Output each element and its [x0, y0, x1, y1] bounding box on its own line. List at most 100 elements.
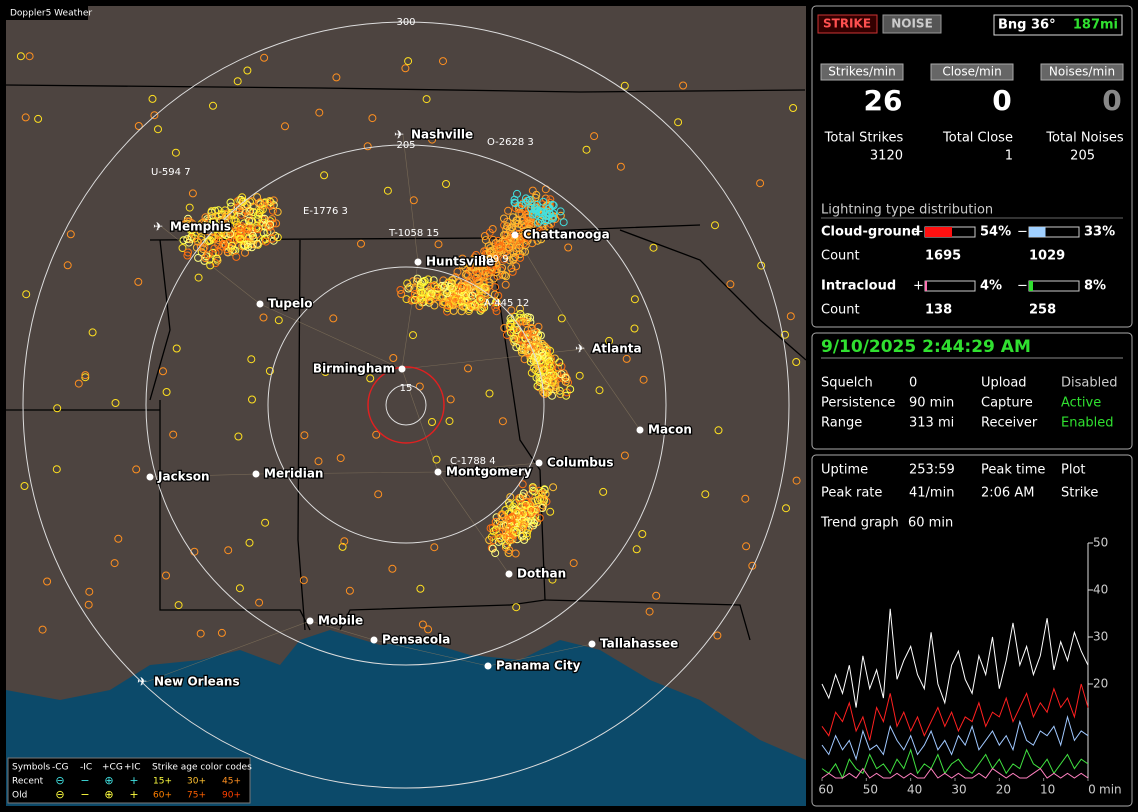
strike-symbol	[582, 145, 591, 154]
y-tick-label: 50	[1093, 536, 1108, 550]
strike-symbol	[507, 264, 516, 273]
x-tick-label: 50	[863, 783, 878, 797]
strike-symbol	[214, 211, 223, 220]
strike-symbol	[53, 404, 62, 413]
strike-symbol	[258, 214, 267, 223]
strike-symbol	[524, 227, 533, 235]
strike-symbol	[159, 367, 167, 376]
strike-symbol	[493, 520, 502, 529]
range-label: 300	[396, 17, 415, 28]
strike-symbol	[205, 255, 214, 264]
datetime: 9/10/2025 2:44:29 AM	[821, 337, 1031, 357]
strike-symbol	[499, 527, 507, 536]
strike-symbol	[245, 216, 253, 225]
strike-symbol	[494, 537, 503, 546]
city-dot	[484, 662, 492, 670]
trend-label: Trend graph	[820, 516, 899, 531]
strike-symbol	[506, 493, 515, 502]
x-tick-label: 30	[951, 783, 966, 797]
strike-symbol	[209, 217, 218, 226]
legend-symbol: ⊖	[55, 774, 64, 787]
strike-symbol	[556, 207, 565, 216]
strike-symbol	[489, 527, 498, 536]
strike-symbol	[516, 253, 525, 262]
strike-symbol	[544, 204, 553, 213]
strike-symbol	[199, 245, 208, 254]
strike-symbol	[239, 241, 248, 250]
strike-symbol	[477, 262, 486, 271]
airport-icon: ✈	[575, 342, 585, 356]
strike-button-label[interactable]: STRIKE	[823, 17, 871, 31]
strike-symbol	[523, 313, 532, 322]
strike-symbol	[162, 571, 170, 580]
trend-line	[821, 767, 1089, 779]
legend-age: 15+	[153, 777, 172, 787]
bar-track	[1028, 280, 1080, 292]
strike-symbol	[88, 328, 97, 337]
count-value: 1695	[925, 249, 961, 264]
strike-symbol	[34, 114, 43, 123]
strike-symbol	[495, 243, 504, 252]
strike-symbol	[517, 209, 526, 218]
strike-symbol	[491, 525, 500, 534]
setting-value: 313 mi	[909, 416, 954, 431]
total-label: Total Noises	[1045, 131, 1124, 146]
strike-symbol	[561, 373, 570, 382]
city-label: Mobile	[318, 614, 363, 628]
legend-type: +IC	[124, 763, 140, 773]
strike-symbol	[528, 186, 537, 195]
strike-symbol	[536, 331, 545, 340]
storm-label: 309 9	[480, 254, 509, 265]
type-label: Cloud-ground	[821, 225, 920, 240]
legend-age: 30+	[187, 777, 206, 787]
strike-symbol	[453, 284, 462, 293]
strike-symbol	[299, 576, 308, 585]
city-label: Dothan	[517, 567, 566, 581]
strike-symbol	[404, 57, 413, 66]
strike-symbol	[532, 200, 541, 209]
strike-symbol	[488, 225, 497, 233]
title-box	[6, 6, 88, 20]
strike-symbol	[184, 248, 192, 257]
legend-symbol: ⊕	[104, 774, 113, 787]
city-dot	[535, 459, 543, 467]
city-dot	[505, 570, 513, 578]
trend-line	[821, 714, 1089, 761]
strike-symbol	[396, 286, 405, 294]
strike-symbol	[188, 219, 197, 228]
strike-symbol	[792, 476, 801, 485]
strike-symbol	[555, 358, 564, 367]
strike-symbol	[196, 227, 205, 236]
strike-symbol	[132, 465, 141, 474]
strike-symbol	[169, 430, 178, 439]
strike-symbol	[492, 307, 501, 316]
legend-age: 75+	[187, 791, 206, 801]
distance: 187mi	[1073, 18, 1118, 33]
strike-symbol	[416, 282, 425, 291]
strike-symbol	[530, 519, 538, 528]
cities: ✈ Nashville ✈ Memphis Chattanooga Huntsville T…	[137, 126, 693, 690]
strike-symbol	[154, 125, 162, 134]
strike-symbol	[314, 457, 323, 466]
strike-symbol	[521, 500, 530, 509]
range-label: 205	[396, 140, 415, 151]
strike-symbol	[415, 302, 424, 311]
strike-symbol	[645, 607, 654, 616]
y-tick-label: 20	[1093, 677, 1108, 691]
strike-symbol	[679, 81, 688, 90]
city-label: Tallahassee	[600, 637, 678, 651]
strike-symbol	[422, 95, 431, 104]
strike-symbol	[789, 104, 798, 112]
strike-symbol	[234, 222, 243, 231]
strike-symbol	[357, 239, 365, 248]
legend-row-label: Old	[12, 791, 27, 801]
strike-symbol	[526, 357, 535, 366]
strike-symbol	[417, 288, 426, 297]
setting-value: Disabled	[1061, 376, 1117, 391]
sign: −	[1017, 279, 1028, 294]
setting-label: Capture	[981, 396, 1033, 411]
noise-button-label[interactable]: NOISE	[891, 17, 933, 31]
trend-span: 60 min	[908, 516, 953, 531]
strike-symbol	[368, 114, 377, 123]
rate-header: Strikes/min	[828, 65, 895, 79]
